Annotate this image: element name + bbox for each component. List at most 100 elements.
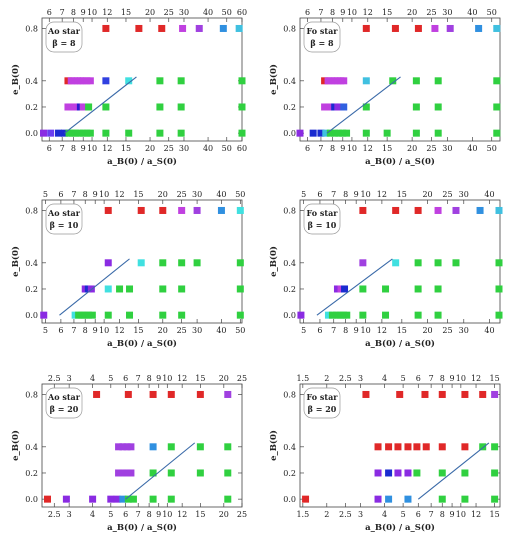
legend-box xyxy=(45,387,83,419)
x-tick-label: 12 xyxy=(102,144,112,153)
data-point xyxy=(412,103,420,111)
data-point xyxy=(149,469,157,477)
x-tick-label-top: 7 xyxy=(71,190,76,199)
legend-box xyxy=(45,203,83,235)
data-point xyxy=(104,259,112,267)
data-point xyxy=(404,495,412,503)
data-point xyxy=(394,443,402,451)
data-point xyxy=(238,103,246,111)
beta-label: β = 20 xyxy=(308,404,337,414)
x-tick-label: 8 xyxy=(330,144,335,153)
x-tick-label-top: 7 xyxy=(60,8,65,17)
data-point xyxy=(412,129,420,137)
data-point xyxy=(102,77,110,85)
data-point xyxy=(343,129,351,137)
x-tick-label: 6 xyxy=(58,326,63,335)
data-point xyxy=(178,311,186,319)
data-point xyxy=(167,443,175,451)
data-point xyxy=(119,495,127,503)
data-point xyxy=(495,259,503,267)
data-point xyxy=(116,285,124,293)
x-tick-label: 9 xyxy=(340,144,345,153)
x-tick-label: 8 xyxy=(71,144,76,153)
y-axis-label: e_B(0) xyxy=(10,64,21,95)
x-tick-label-top: 25 xyxy=(237,374,247,383)
boundary-line xyxy=(316,258,393,316)
data-point xyxy=(340,103,348,111)
x-tick-label-top: 12 xyxy=(471,374,481,383)
x-tick-label-top: 15 xyxy=(133,190,143,199)
data-point xyxy=(93,390,101,398)
x-tick-label: 5 xyxy=(401,510,406,519)
x-tick-label-top: 4 xyxy=(90,374,95,383)
x-tick-label: 9 xyxy=(354,326,359,335)
x-tick-label-top: 7 xyxy=(136,374,141,383)
data-point xyxy=(236,285,244,293)
chart-panel-middle-left: 5566778899101012121515202025253030404050… xyxy=(10,190,245,349)
data-point xyxy=(156,103,164,111)
x-axis-label: a_B(0) / a_S(0) xyxy=(365,338,435,349)
data-point xyxy=(413,443,421,451)
x-tick-label-top: 10 xyxy=(162,374,172,383)
y-tick-label: 0.4 xyxy=(25,259,38,268)
x-tick-label: 25 xyxy=(164,144,174,153)
beta-label: β = 8 xyxy=(52,38,76,48)
x-tick-label: 40 xyxy=(216,326,226,335)
data-point xyxy=(123,443,131,451)
x-tick-label: 4 xyxy=(382,510,387,519)
x-tick-label-top: 8 xyxy=(343,190,348,199)
data-point xyxy=(193,206,201,214)
y-tick-label: 0.4 xyxy=(25,443,38,452)
x-tick-label: 8 xyxy=(147,510,152,519)
data-point xyxy=(434,103,442,111)
data-point xyxy=(55,129,63,137)
data-point xyxy=(102,103,110,111)
data-point xyxy=(104,206,112,214)
data-point xyxy=(71,129,79,137)
x-tick-label-top: 12 xyxy=(177,374,187,383)
data-point xyxy=(177,77,185,85)
x-tick-label: 7 xyxy=(429,510,434,519)
x-axis-label: a_B(0) / a_S(0) xyxy=(107,338,177,349)
x-tick-label: 10 xyxy=(360,326,370,335)
data-point xyxy=(167,495,175,503)
data-point xyxy=(359,259,367,267)
data-point xyxy=(159,206,167,214)
data-point xyxy=(196,443,204,451)
x-tick-label: 6 xyxy=(123,510,128,519)
data-point xyxy=(119,443,127,451)
x-tick-label: 10 xyxy=(162,510,172,519)
x-tick-label: 2 xyxy=(324,510,329,519)
x-tick-label-top: 3 xyxy=(67,374,72,383)
data-point xyxy=(149,443,157,451)
data-point xyxy=(332,311,340,319)
data-point xyxy=(178,259,186,267)
x-tick-label: 10 xyxy=(87,144,97,153)
chart-panel-top-right: 6677889910101212151520202525303040405050… xyxy=(268,8,501,167)
data-point xyxy=(158,24,166,32)
y-tick-label: 0.8 xyxy=(283,390,296,399)
x-tick-label: 30 xyxy=(192,326,202,335)
data-point xyxy=(102,129,110,137)
x-tick-label: 9 xyxy=(450,510,455,519)
data-point xyxy=(412,77,420,85)
x-tick-label-top: 5 xyxy=(108,374,113,383)
data-point xyxy=(391,24,399,32)
y-tick-label: 0.2 xyxy=(283,103,296,112)
data-point xyxy=(493,129,501,137)
y-tick-label: 0.4 xyxy=(25,77,38,86)
data-point xyxy=(493,24,501,32)
data-point xyxy=(452,259,460,267)
data-point xyxy=(491,495,499,503)
data-point xyxy=(156,129,164,137)
data-point xyxy=(326,129,334,137)
data-point xyxy=(127,469,135,477)
data-point xyxy=(102,24,110,32)
boundary-line xyxy=(125,442,196,500)
x-tick-label-top: 6 xyxy=(47,8,52,17)
data-point xyxy=(86,129,94,137)
data-point xyxy=(71,311,79,319)
x-tick-label: 12 xyxy=(177,510,187,519)
boundary-line xyxy=(64,76,137,134)
data-point xyxy=(438,390,446,398)
